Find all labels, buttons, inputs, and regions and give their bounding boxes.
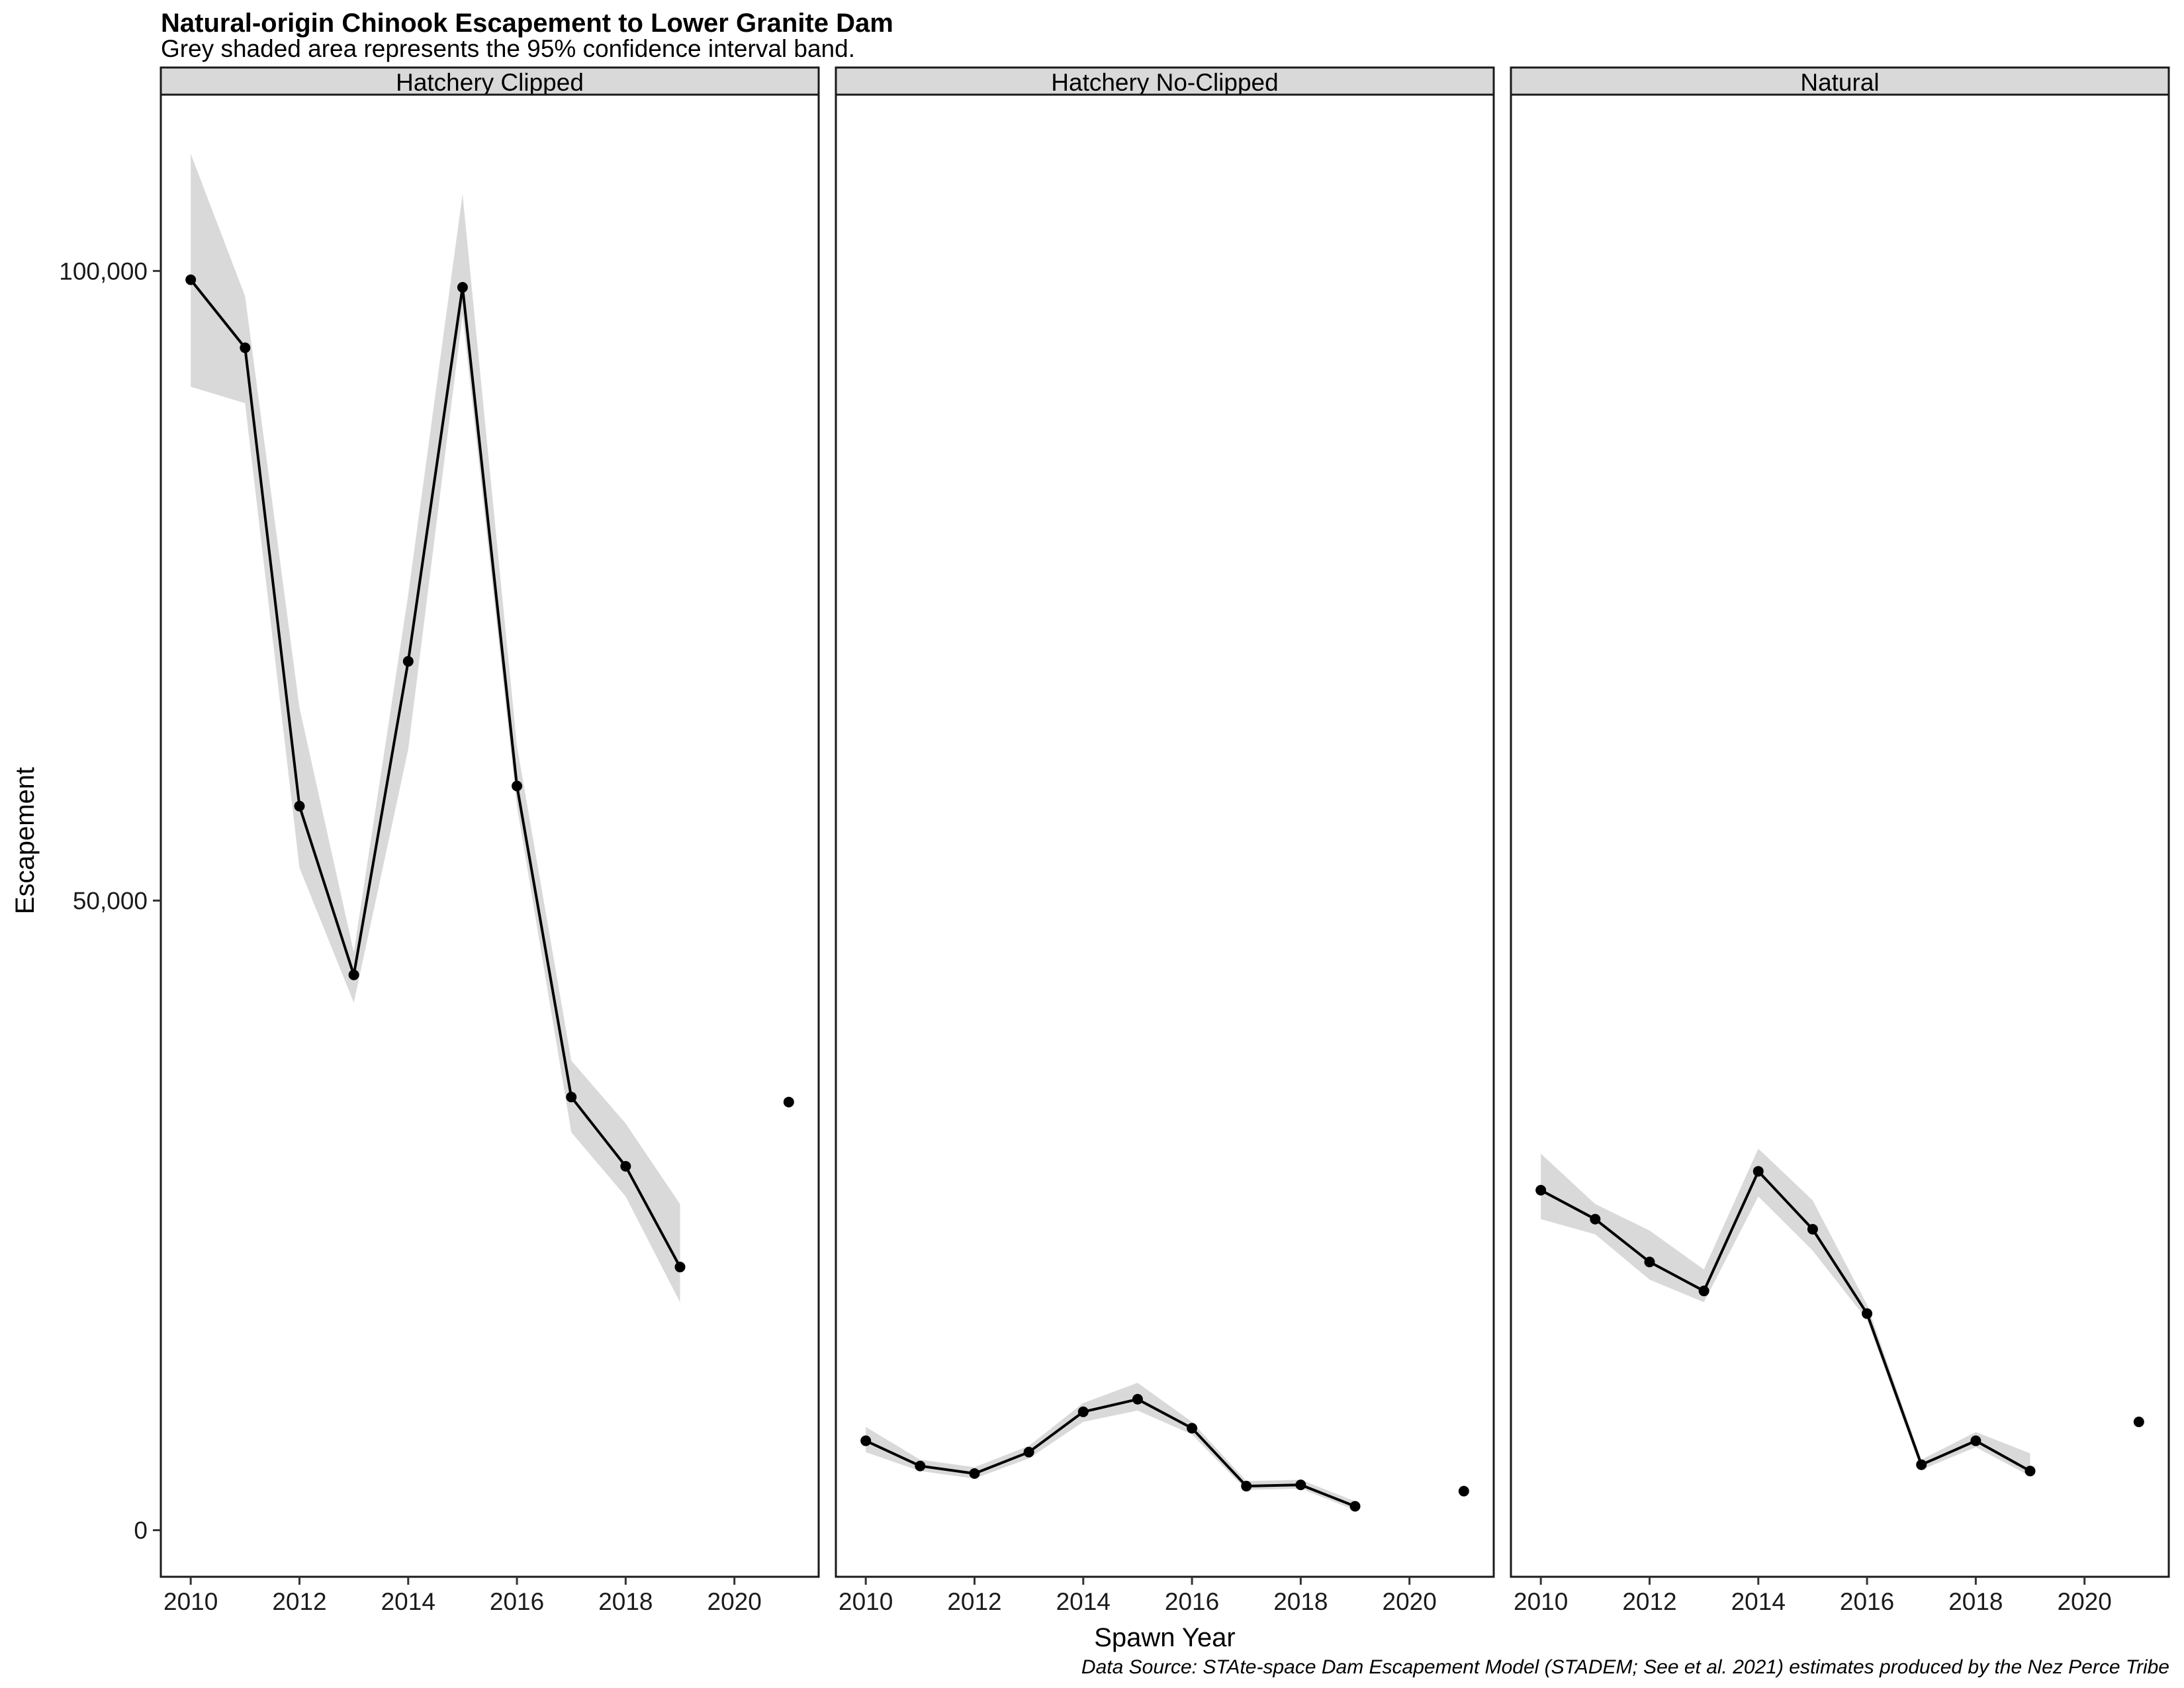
data-point	[1077, 1406, 1089, 1417]
data-point	[2133, 1417, 2144, 1428]
data-point	[1644, 1256, 1655, 1268]
data-point	[1807, 1223, 1818, 1235]
y-tick-label: 50,000	[73, 887, 148, 914]
ci-ribbon-hatchery-no-clipped	[866, 1383, 1355, 1511]
x-tick-label: 2014	[1056, 1588, 1111, 1615]
x-tick-label: 2010	[163, 1588, 218, 1615]
strip-natural	[1510, 66, 2170, 96]
panel-natural: Natural 2010 2012 2014 2016 2018 2020	[1510, 66, 2170, 1615]
data-point	[1349, 1501, 1361, 1512]
data-point	[1187, 1423, 1198, 1434]
data-point	[1698, 1286, 1709, 1297]
data-point	[457, 282, 468, 293]
data-point	[783, 1096, 794, 1107]
chart-title: Natural-origin Chinook Escapement to Low…	[161, 9, 893, 38]
strip-label-hatchery-no-clipped: Hatchery No-Clipped	[1051, 69, 1278, 96]
data-point	[969, 1468, 980, 1479]
data-point	[294, 800, 305, 812]
ci-ribbon-hatchery-clipped	[191, 154, 680, 1303]
data-point	[240, 342, 251, 353]
x-tick-label: 2020	[707, 1588, 762, 1615]
data-point	[1862, 1308, 1873, 1319]
y-axis-title: Escapement	[11, 767, 40, 914]
data-point	[1970, 1435, 1981, 1446]
x-tick-label: 2018	[1948, 1588, 2003, 1615]
series-line-hatchery-no-clipped	[865, 1397, 1356, 1508]
panel-hatchery-clipped: Hatchery Clipped 2010 2012 2014 2016 2018 2020	[159, 66, 820, 1615]
data-point	[915, 1460, 926, 1472]
series-line-hatchery-clipped	[189, 279, 682, 1268]
x-tick-label: 2012	[1622, 1588, 1676, 1615]
x-tick-label: 2016	[1165, 1588, 1219, 1615]
strip-hatchery-no-clipped	[835, 66, 1495, 96]
data-point	[185, 274, 197, 285]
panels-group: Hatchery Clipped 2010 2012 2014 2016 2018 2020…	[159, 66, 2170, 1615]
x-tick-label: 2018	[1273, 1588, 1328, 1615]
panel-border-hatchery-no-clipped	[835, 93, 1495, 1578]
data-point	[1916, 1459, 1927, 1470]
y-tick-label: 100,000	[59, 258, 148, 285]
y-tick-label: 0	[134, 1517, 148, 1544]
x-tick-label: 2010	[1514, 1588, 1568, 1615]
x-axis-title: Spawn Year	[1094, 1623, 1236, 1652]
data-point	[512, 780, 523, 792]
x-tick-label: 2020	[2058, 1588, 2112, 1615]
data-point	[1023, 1446, 1034, 1458]
data-point	[348, 969, 359, 980]
data-point	[674, 1262, 686, 1273]
ci-ribbon-natural	[1541, 1149, 2030, 1476]
x-tick-label: 2012	[272, 1588, 326, 1615]
chart-subtitle: Grey shaded area represents the 95% conf…	[161, 35, 855, 62]
panel-border-natural	[1510, 93, 2170, 1578]
x-tick-label: 2016	[490, 1588, 544, 1615]
x-tick-label: 2010	[839, 1588, 893, 1615]
x-tick-label: 2014	[381, 1588, 435, 1615]
data-point	[1241, 1481, 1252, 1492]
data-point	[402, 656, 414, 667]
x-tick-label: 2018	[598, 1588, 653, 1615]
strip-hatchery-clipped	[159, 66, 820, 96]
data-point	[1132, 1393, 1143, 1405]
data-point	[1752, 1166, 1764, 1177]
x-tick-label: 2020	[1383, 1588, 1437, 1615]
data-point	[2025, 1466, 2036, 1477]
data-point	[1535, 1184, 1547, 1196]
data-point	[1295, 1479, 1306, 1491]
strip-label-hatchery-clipped: Hatchery Clipped	[396, 69, 584, 96]
data-point	[566, 1092, 577, 1103]
data-point	[860, 1435, 872, 1446]
data-point	[1590, 1213, 1601, 1225]
x-tick-label: 2014	[1731, 1588, 1786, 1615]
strip-label-natural: Natural	[1800, 69, 1879, 96]
x-tick-label: 2016	[1840, 1588, 1894, 1615]
data-source-caption: Data Source: STAte-space Dam Escapement …	[1081, 1656, 2169, 1678]
panel-border-hatchery-clipped	[159, 93, 820, 1578]
data-point	[1458, 1485, 1469, 1497]
x-tick-label: 2012	[947, 1588, 1001, 1615]
y-axis: 0 50,000 100,000	[59, 258, 161, 1544]
panel-hatchery-no-clipped: Hatchery No-Clipped 2010 2012 2014 2016 2018 2…	[835, 66, 1495, 1615]
data-point	[620, 1160, 631, 1172]
series-line-natural	[1540, 1170, 2031, 1472]
